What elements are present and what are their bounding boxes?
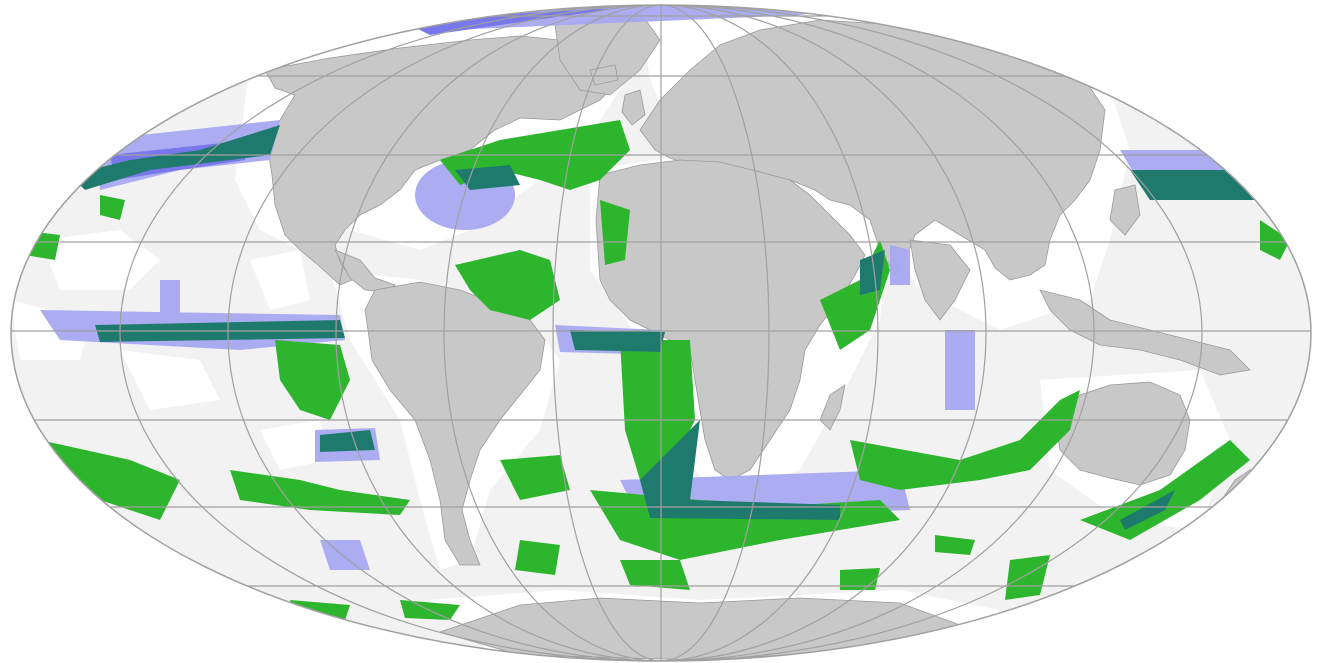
- overlap-zones: [70, 125, 1260, 530]
- japan: [1109, 184, 1141, 236]
- australia: [1054, 381, 1191, 486]
- green-zones: [20, 120, 1290, 620]
- africa: [595, 159, 866, 481]
- india: [909, 239, 971, 321]
- map-layers: [11, 5, 1290, 661]
- antarctica: [438, 597, 962, 661]
- globe-outline: [10, 4, 1312, 662]
- british-isles: [621, 89, 646, 126]
